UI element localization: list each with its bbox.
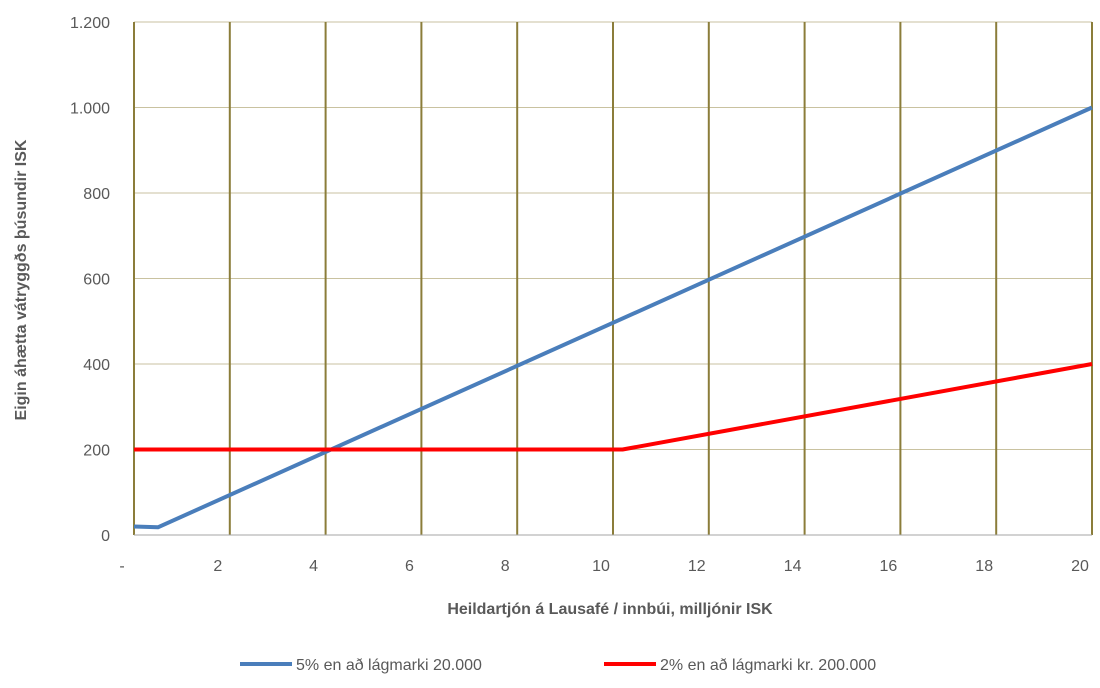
- legend-label-2: 2% en að lágmarki kr. 200.000: [660, 657, 876, 674]
- x-tick-label: -: [119, 558, 124, 575]
- y-tick-label: 400: [83, 357, 110, 374]
- series-line-1: [133, 105, 1093, 530]
- x-tick-label: 20: [1071, 558, 1089, 575]
- x-tick-label: 4: [309, 558, 318, 575]
- x-tick-label: 10: [592, 558, 610, 575]
- y-axis-title: Eigin áhætta vátryggðs þúsundir ISK: [13, 139, 30, 420]
- legend-label-1: 5% en að lágmarki 20.000: [296, 657, 482, 674]
- tick-labels: 0 200 400 600 800 1.000 1.200 - 2 4 6 8 10 12 14 16 18 20: [70, 15, 1089, 575]
- x-tick-label: 16: [880, 558, 898, 575]
- series-line-2: [134, 362, 1093, 452]
- x-tick-label: 6: [405, 558, 414, 575]
- x-tick-label: 14: [784, 558, 802, 575]
- y-tick-label: 0: [101, 528, 110, 545]
- y-tick-label: 800: [83, 186, 110, 203]
- x-axis-title: Heildartjón á Lausafé / innbúi, milljóni…: [447, 601, 773, 618]
- x-tick-label: 8: [501, 558, 510, 575]
- x-tick-label: 2: [213, 558, 222, 575]
- x-tick-label: 12: [688, 558, 706, 575]
- y-tick-label: 200: [83, 443, 110, 460]
- series-lines: [133, 105, 1093, 530]
- y-tick-label: 1.000: [70, 101, 110, 118]
- legend: 5% en að lágmarki 20.000 2% en að lágmark…: [240, 657, 876, 674]
- y-tick-label: 600: [83, 272, 110, 289]
- y-tick-label: 1.200: [70, 15, 110, 32]
- x-tick-label: 18: [975, 558, 993, 575]
- grid: [133, 21, 1093, 535]
